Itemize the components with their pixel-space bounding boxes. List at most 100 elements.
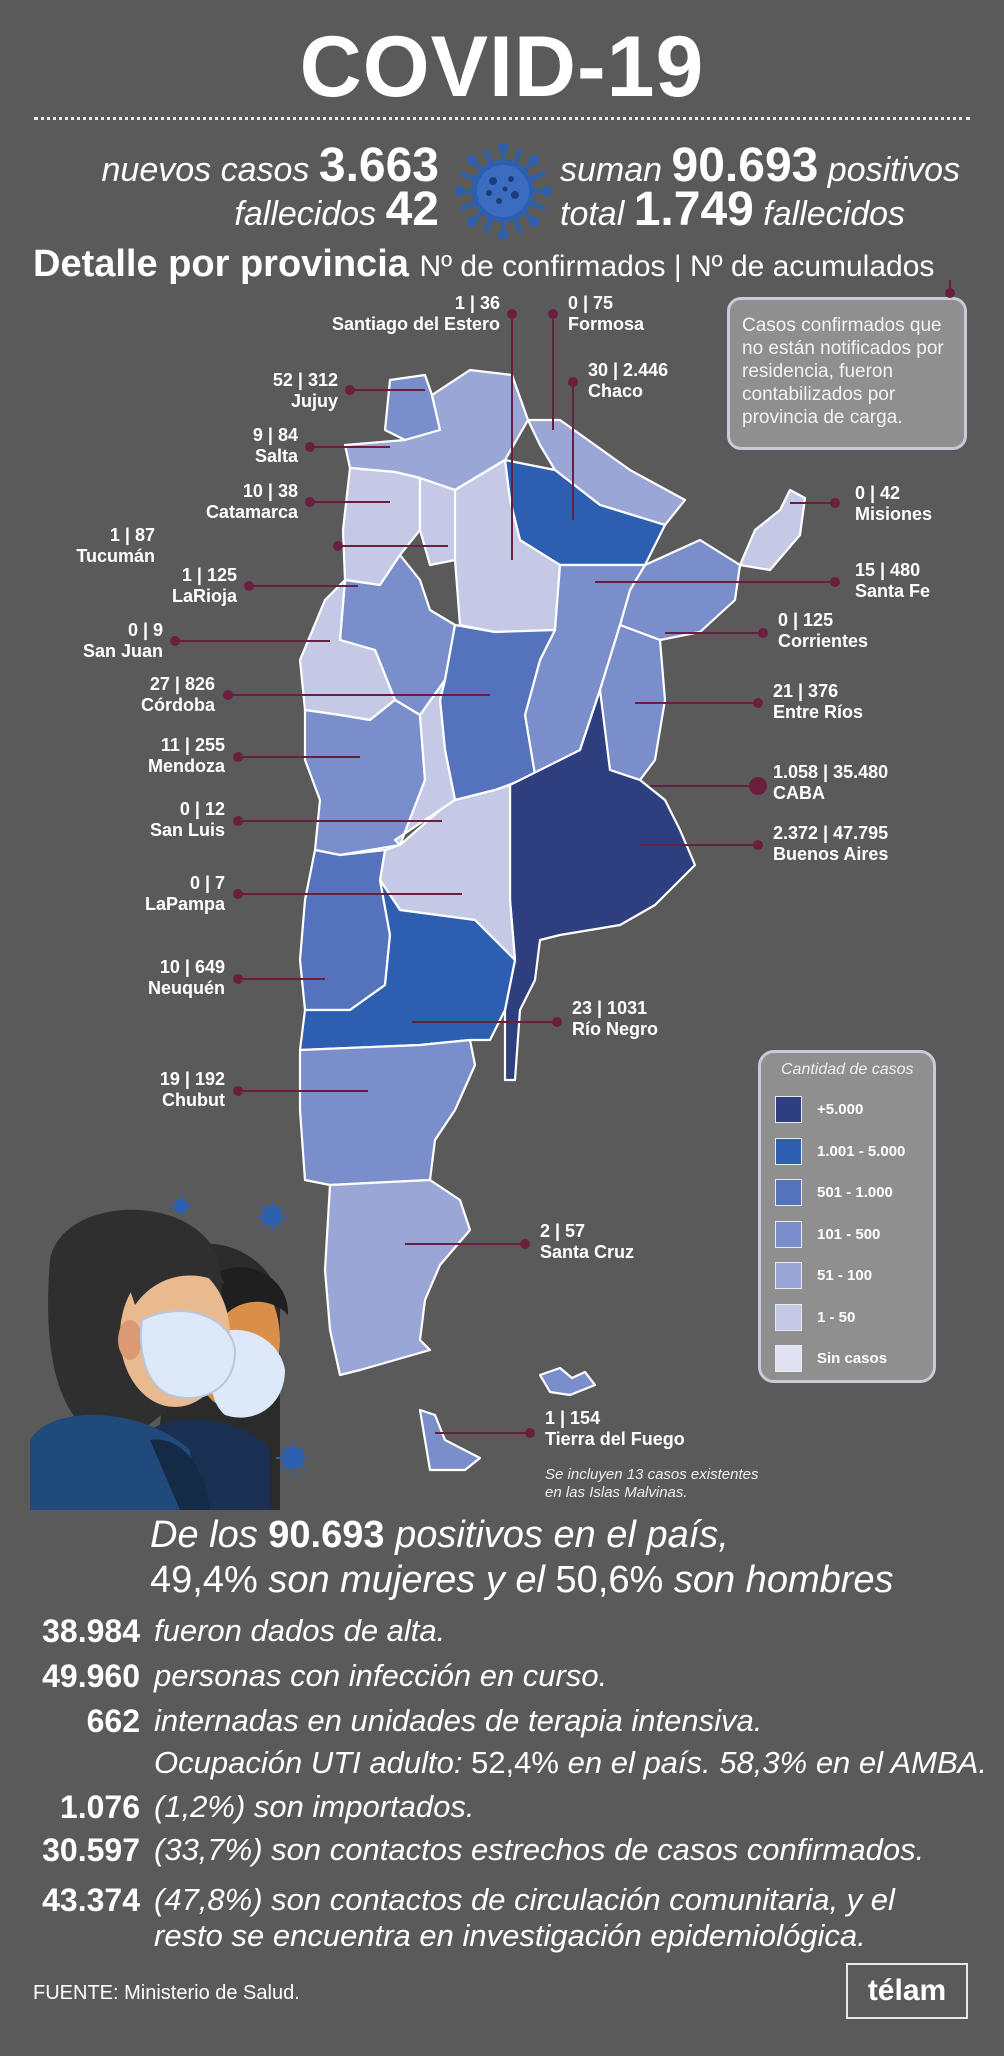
label-tucumán: 1 | 87 Tucumán xyxy=(76,525,155,567)
telam-logo: télam xyxy=(846,1963,968,2019)
case-counts: 1 | 154 xyxy=(545,1408,601,1428)
legend-item: 1.001 - 5.000 xyxy=(775,1131,919,1173)
province-jujuy xyxy=(383,373,442,442)
case-counts: 0 | 9 xyxy=(127,620,163,640)
label-santa-cruz: 2 | 57 Santa Cruz xyxy=(540,1221,634,1263)
province-name: Río Negro xyxy=(572,1019,659,1039)
leader-dot-entre-ríos xyxy=(753,698,763,708)
province-name: Formosa xyxy=(568,314,645,334)
case-counts: 30 | 2.446 xyxy=(588,360,669,380)
positives-summary: De los 90.693 positivos en el país, xyxy=(150,1514,729,1557)
leader-dot-santiago-del-estero xyxy=(507,309,517,319)
label-entre-ríos: 21 | 376 Entre Ríos xyxy=(773,681,863,723)
stat-text: (1,2%) son importados. xyxy=(154,1789,475,1824)
label-san-luis: 0 | 12 San Luis xyxy=(150,799,225,841)
legend-item: 501 - 1.000 xyxy=(775,1172,919,1214)
small-virus-icon xyxy=(276,1441,310,1475)
line1-num: 90.693 xyxy=(268,1514,385,1556)
province-santa-cruz xyxy=(323,1178,472,1377)
gender-summary: 49,4% son mujeres y el 50,6% son hombres xyxy=(150,1559,894,1602)
province-name: Corrientes xyxy=(778,631,869,651)
leader-dot-catamarca xyxy=(305,497,315,507)
label-chaco: 30 | 2.446 Chaco xyxy=(588,360,668,402)
leader-dot-jujuy xyxy=(345,385,355,395)
deaths-value: 42 xyxy=(385,183,439,236)
case-counts: 0 | 7 xyxy=(189,873,225,893)
label-buenos-aires: 2.372 | 47.795 Buenos Aires xyxy=(773,823,888,865)
leader-dot-san-juan xyxy=(170,636,180,646)
leader-dot-formosa xyxy=(548,309,558,319)
total-suffix: positivos xyxy=(827,151,961,189)
leader-dot-santa-fe xyxy=(830,577,840,587)
label-misiones: 0 | 42 Misiones xyxy=(855,483,932,525)
legend-item: 101 - 500 xyxy=(775,1214,919,1256)
leader-dot-buenos-aires xyxy=(753,840,763,850)
legend-item: 51 - 100 xyxy=(775,1255,919,1297)
case-counts: 1.058 | 35.480 xyxy=(773,762,889,782)
province-name: San Luis xyxy=(149,820,225,840)
label-salta: 9 | 84 Salta xyxy=(253,425,298,467)
stat-text: internadas en unidades de terapia intens… xyxy=(154,1703,763,1738)
leader-dot-córdoba xyxy=(223,690,233,700)
case-counts: 11 | 255 xyxy=(160,735,225,755)
province-neuquén xyxy=(298,848,392,1012)
stat-number: 38.984 xyxy=(42,1613,140,1649)
label-mendoza: 11 | 255 Mendoza xyxy=(148,735,225,777)
label-córdoba: 27 | 826 Córdoba xyxy=(141,674,215,716)
dotted-divider xyxy=(34,117,970,120)
new-cases-value: 3.663 xyxy=(318,139,439,192)
note-box: Casos confirmados que no están notificad… xyxy=(727,297,967,450)
small-virus-icon xyxy=(257,1201,287,1231)
case-counts: 0 | 125 xyxy=(778,610,834,630)
case-counts: 21 | 376 xyxy=(773,681,839,701)
leader-dot-neuquén xyxy=(233,974,243,984)
label-lapampa: 0 | 7 LaPampa xyxy=(145,873,225,915)
legend-title: Cantidad de casos xyxy=(781,1061,914,1078)
total-deaths-suffix: fallecidos xyxy=(763,195,906,233)
page-title: COVID-19 xyxy=(299,19,705,115)
legend-swatch xyxy=(775,1137,802,1165)
province-name: Jujuy xyxy=(290,391,338,411)
women-pct: 49,4% xyxy=(150,1559,258,1601)
leader-dot-misiones xyxy=(830,498,840,508)
label-río-negro: 23 | 1031 Río Negro xyxy=(572,998,658,1040)
stat-number: 30.597 xyxy=(42,1832,140,1868)
case-counts: 1 | 125 xyxy=(181,565,237,585)
virus-icon xyxy=(455,143,551,239)
label-chubut: 19 | 192 Chubut xyxy=(160,1069,225,1111)
case-counts: 0 | 75 xyxy=(568,293,614,313)
legend-label: +5.000 xyxy=(817,1101,864,1119)
case-counts: 1 | 36 xyxy=(454,293,500,313)
label-san-juan: 0 | 9 San Juan xyxy=(83,620,163,662)
tdf-note: Se incluyen 13 casos existentes en las I… xyxy=(545,1466,758,1502)
stat-number: 1.076 xyxy=(59,1789,140,1825)
small-virus-icon xyxy=(170,1195,192,1217)
case-counts: 19 | 192 xyxy=(159,1069,225,1089)
label-neuquén: 10 | 649 Neuquén xyxy=(148,957,225,999)
uti-amba-pct: 58,3% xyxy=(719,1745,808,1780)
legend-label: 51 - 100 xyxy=(817,1267,873,1285)
total-prefix: suman xyxy=(560,151,663,189)
province-name: Entre Ríos xyxy=(773,702,864,722)
case-counts: 1 | 87 xyxy=(109,525,155,545)
total-deaths-stat: total 1.749 fallecidos xyxy=(560,182,905,237)
uti-post: en el AMBA. xyxy=(815,1745,987,1780)
province-name: Córdoba xyxy=(141,695,215,715)
leader-dot-río-negro xyxy=(552,1017,562,1027)
legend-label: 1.001 - 5.000 xyxy=(817,1142,906,1160)
new-cases-stat: nuevos casos 3.663 xyxy=(102,138,439,193)
province-tierra-del-fuego xyxy=(418,1408,482,1472)
legend-swatch xyxy=(775,1220,802,1248)
leader-dot-salta xyxy=(305,442,315,452)
legend-item: +5.000 xyxy=(775,1089,919,1131)
stat-text-line-1: (47,8%) son contactos de circulación com… xyxy=(154,1882,895,1917)
label-santa-fe: 15 | 480 Santa Fe xyxy=(855,560,930,602)
leader-dot-chaco xyxy=(568,377,578,387)
case-counts: 10 | 38 xyxy=(242,481,298,501)
detail-subtitle: Nº de confirmados | Nº de acumulados xyxy=(419,250,935,283)
leader-dot-tierra-del-fuego xyxy=(525,1428,535,1438)
province-name: Chubut xyxy=(162,1090,225,1110)
case-counts: 27 | 826 xyxy=(149,674,215,694)
province-name: Tucumán xyxy=(76,546,155,566)
province-name: Santa Cruz xyxy=(540,1242,635,1262)
